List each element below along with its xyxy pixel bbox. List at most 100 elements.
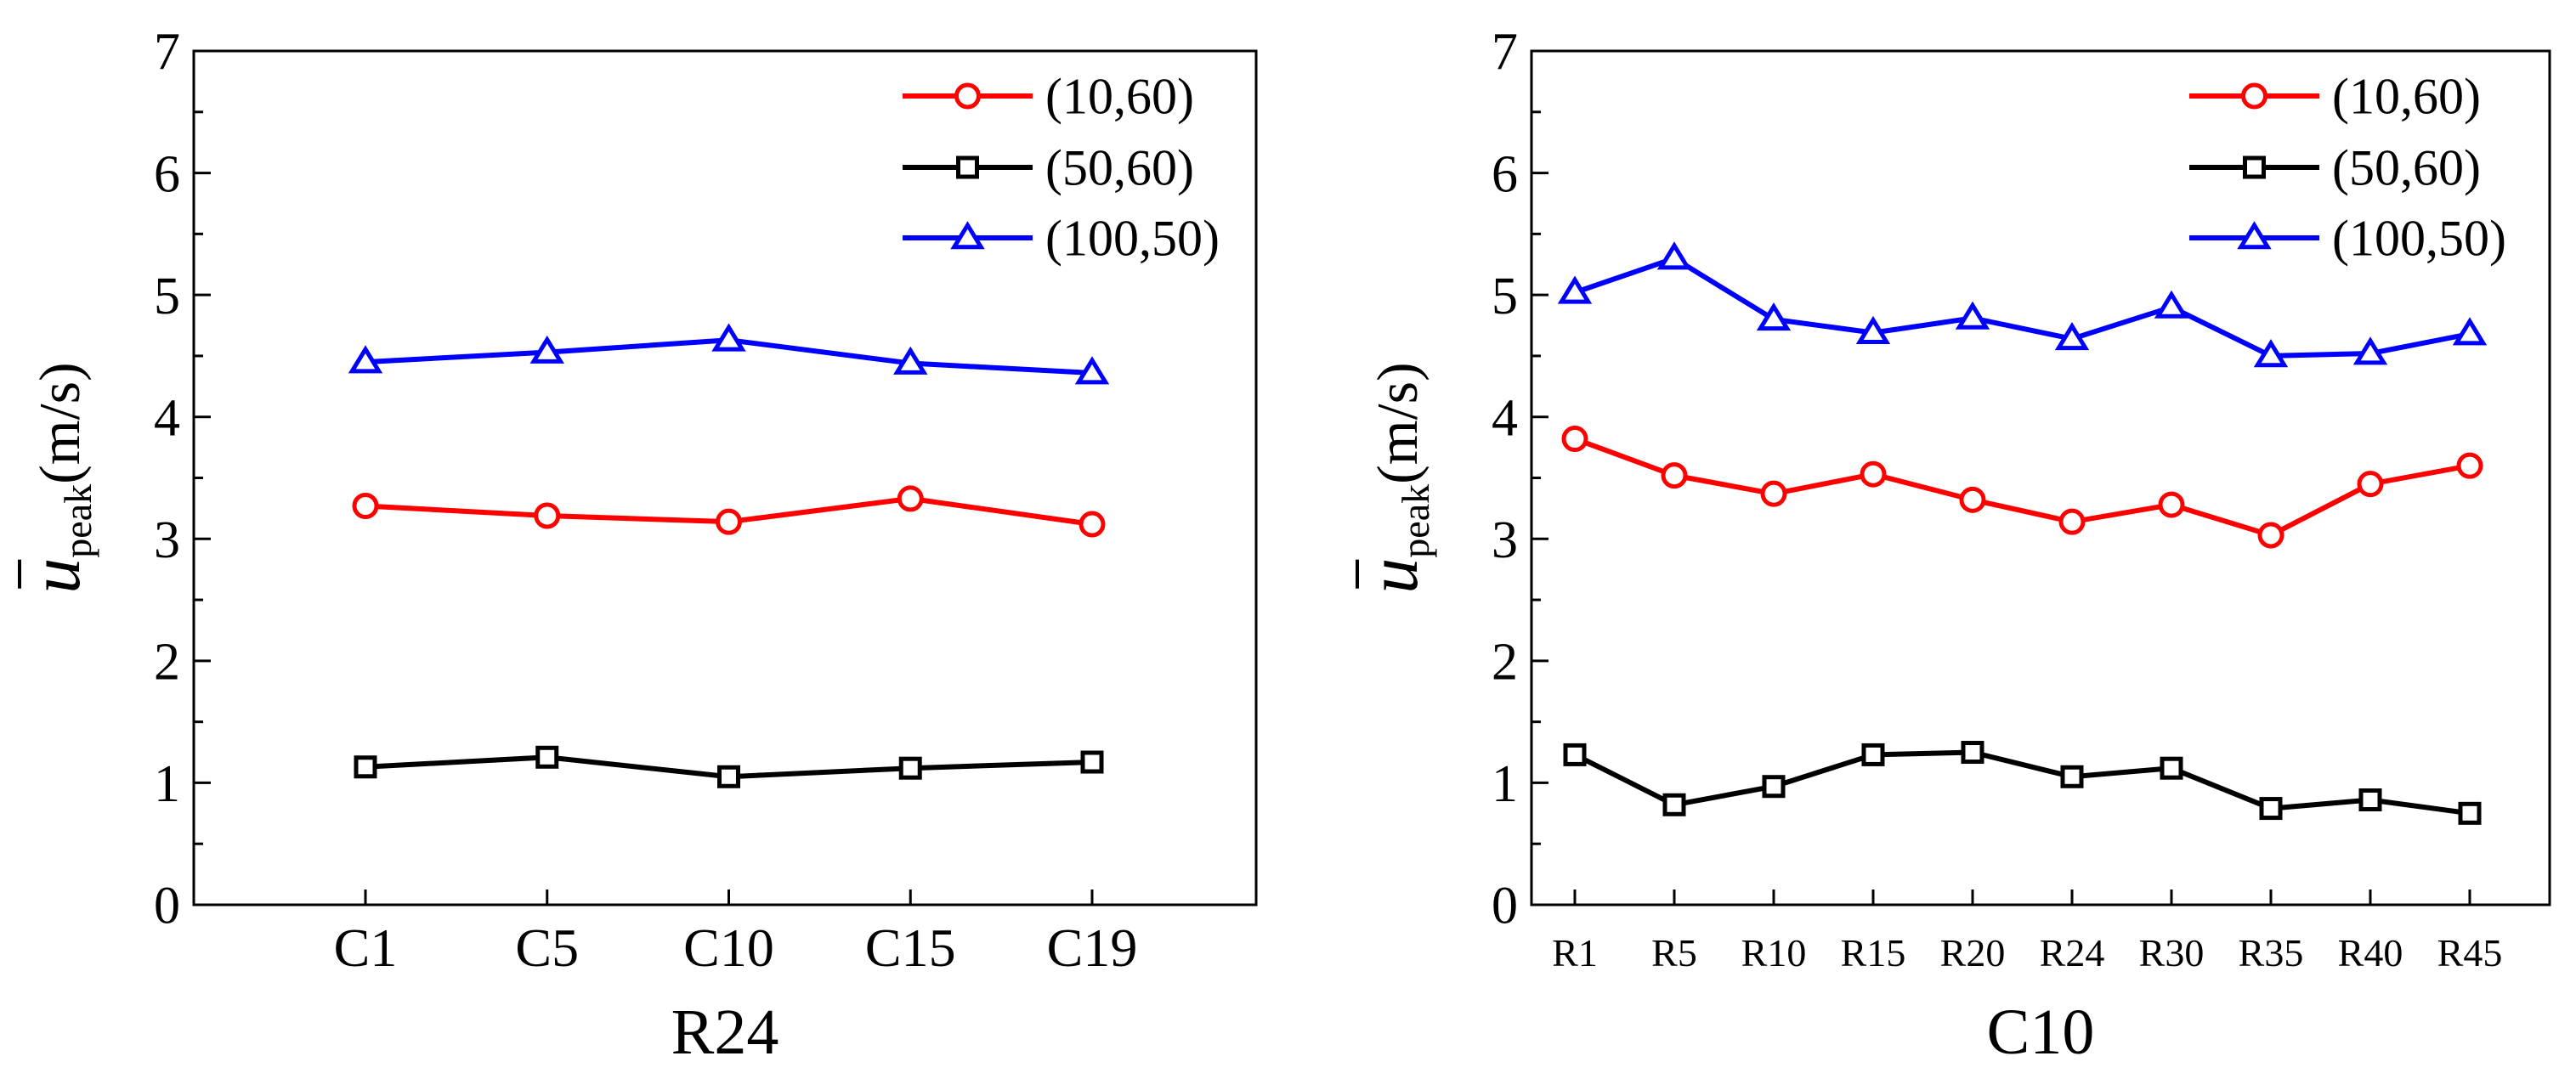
series-2 xyxy=(1563,741,2482,825)
series-1 xyxy=(1561,426,2483,549)
data-point xyxy=(897,485,924,512)
x-tick-label: C5 xyxy=(515,918,579,978)
data-point xyxy=(1656,241,1692,270)
data-point xyxy=(2158,491,2185,518)
data-point xyxy=(2358,788,2382,812)
data-point xyxy=(2452,317,2488,346)
data-point xyxy=(2160,756,2183,780)
data-point xyxy=(1662,793,1686,816)
y-tick-label: 0 xyxy=(154,878,180,935)
data-point xyxy=(716,508,742,535)
x-tick-label: C19 xyxy=(1047,918,1138,978)
legend-marker xyxy=(950,221,985,250)
y-tick-label: 1 xyxy=(1492,755,1518,813)
legend-label: (50,60) xyxy=(1045,139,1194,195)
y-tick-label: 7 xyxy=(154,24,180,82)
data-point xyxy=(2257,522,2284,549)
y-tick-label: 6 xyxy=(1492,145,1518,203)
data-point xyxy=(534,502,561,529)
legend: (10,60) (50,60) (100,50) xyxy=(2189,68,2506,266)
data-point xyxy=(2259,797,2283,821)
y-tick-label: 1 xyxy=(154,755,180,813)
y-axis-title-text: upeak(m/s) xyxy=(16,362,99,593)
y-tick-label: 3 xyxy=(154,511,180,569)
chart-2: 0 1 2 3 4 5 6 7 R1 R5 R10 R15 R20 R24 R30 R35 R40 R45 C10 u… xyxy=(1354,24,2551,1068)
data-point xyxy=(1561,426,1588,453)
data-point xyxy=(711,323,746,352)
series-line xyxy=(1573,749,2471,816)
data-point xyxy=(348,345,383,374)
legend-label: (100,50) xyxy=(2332,210,2506,266)
legend-entry: (100,50) xyxy=(903,210,1220,266)
y-axis-title-unit: (m/s) xyxy=(1365,362,1430,484)
data-point xyxy=(1861,743,1885,766)
x-tick-label: C10 xyxy=(683,918,774,978)
y-axis-title-symbol: u xyxy=(1354,558,1433,594)
data-point xyxy=(2458,801,2482,825)
data-point xyxy=(1756,302,1792,331)
x-tick-label: R30 xyxy=(2139,931,2205,974)
data-point xyxy=(1563,743,1587,766)
legend-entry: (10,60) xyxy=(2189,68,2481,124)
data-point xyxy=(2456,452,2483,479)
legend-entry: (50,60) xyxy=(2189,139,2481,195)
data-point xyxy=(1080,750,1104,774)
data-point xyxy=(1760,480,1787,507)
data-point xyxy=(1855,315,1891,344)
y-axis-title: upeak(m/s) xyxy=(1354,362,1437,593)
data-point xyxy=(535,745,559,769)
data-point xyxy=(1860,460,1887,488)
legend-marker xyxy=(956,155,979,179)
series-line xyxy=(1573,436,2471,538)
y-tick-label: 4 xyxy=(154,389,180,447)
legend-entry: (10,60) xyxy=(903,68,1194,124)
y-tick-label: 4 xyxy=(1492,389,1518,447)
x-tick-label: R20 xyxy=(1940,931,2006,974)
series-2 xyxy=(354,745,1104,788)
data-point xyxy=(2352,336,2388,365)
data-point xyxy=(1557,275,1593,304)
legend-label: (100,50) xyxy=(1045,210,1220,266)
data-point xyxy=(1762,775,1786,799)
legend: (10,60) (50,60) (100,50) xyxy=(903,68,1220,266)
legend-marker xyxy=(2237,221,2272,250)
x-tick-label: R35 xyxy=(2239,931,2304,974)
data-point xyxy=(893,346,928,375)
y-tick-label: 2 xyxy=(154,634,180,692)
x-tick-label: R24 xyxy=(2040,931,2105,974)
x-tick-label: C15 xyxy=(865,918,956,978)
series-1 xyxy=(352,485,1106,538)
legend-label: (10,60) xyxy=(2332,68,2481,124)
x-tick-label: R5 xyxy=(1651,931,1697,974)
data-point xyxy=(2060,765,2084,788)
x-tick-label: C1 xyxy=(334,918,398,978)
y-axis-title-symbol: u xyxy=(16,558,95,594)
x-tick-label: R1 xyxy=(1552,931,1598,974)
data-point xyxy=(1661,462,1688,489)
x-tick-label: R10 xyxy=(1741,931,1807,974)
legend-entry: (100,50) xyxy=(2189,210,2506,266)
legend-entry: (50,60) xyxy=(903,139,1194,195)
data-point xyxy=(1959,486,1986,513)
y-axis-title-text: upeak(m/s) xyxy=(1354,362,1437,593)
series-3 xyxy=(1557,241,2488,368)
legend-label: (50,60) xyxy=(2332,139,2481,195)
legend-label: (10,60) xyxy=(1045,68,1194,124)
legend-marker xyxy=(2241,82,2267,110)
legend-marker xyxy=(2243,155,2266,179)
data-point xyxy=(1955,301,1990,330)
y-tick-label: 7 xyxy=(1492,24,1518,82)
chart-1: 0 1 2 3 4 5 6 7 C1 C5 C10 C15 C19 R24 upeak(m/s) (10,60… xyxy=(16,24,1258,1068)
data-point xyxy=(1079,511,1106,538)
data-point xyxy=(2054,322,2090,351)
data-point xyxy=(898,756,922,780)
data-point xyxy=(1074,356,1110,385)
y-axis-title-subscript: peak xyxy=(56,484,99,558)
legend-marker xyxy=(954,82,981,110)
data-point xyxy=(2253,339,2289,368)
y-axis-title-subscript: peak xyxy=(1394,484,1437,558)
x-tick-label: R40 xyxy=(2338,931,2403,974)
y-axis-title-unit: (m/s) xyxy=(27,362,92,484)
y-tick-label: 5 xyxy=(1492,268,1518,325)
